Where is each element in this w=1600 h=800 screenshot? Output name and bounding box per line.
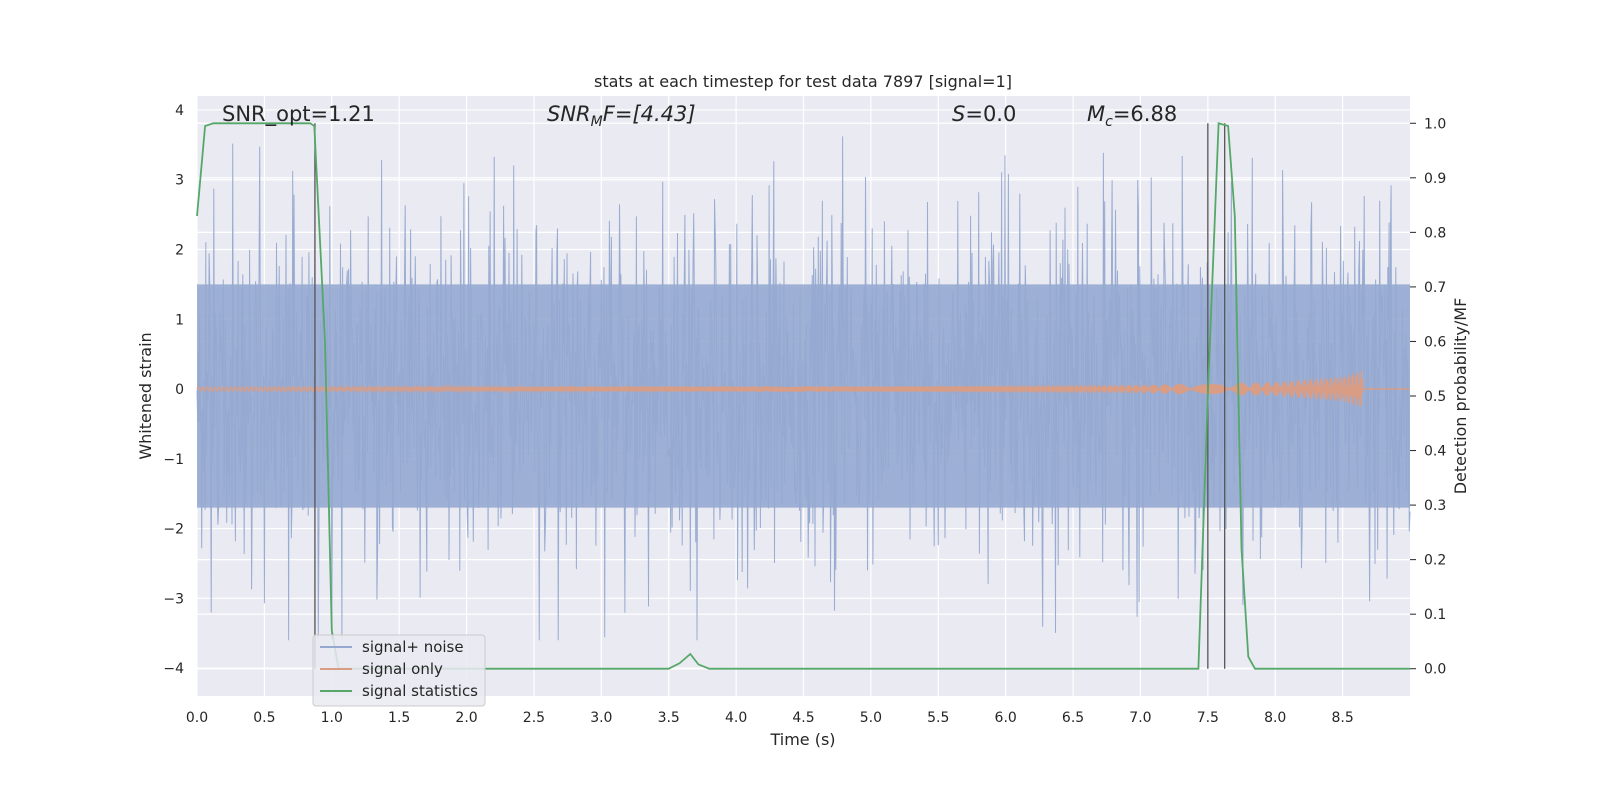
- signal-only-line: [196, 370, 1364, 408]
- mc-subscript: c: [1105, 114, 1113, 130]
- x-tick-label: 1.5: [388, 710, 410, 726]
- x-tick-label: 3.5: [658, 710, 680, 726]
- x-tick-label: 7.0: [1129, 710, 1151, 726]
- mc-label: M: [1087, 102, 1105, 126]
- x-tick-label: 8.0: [1264, 710, 1286, 726]
- left-tick-label: −1: [163, 452, 184, 468]
- mc-annotation: Mc=6.88: [1087, 102, 1177, 130]
- right-tick-label: 0.3: [1424, 498, 1446, 514]
- left-tick-label: 4: [175, 103, 184, 119]
- snr-mf-rest: F=[4.43]: [603, 102, 696, 126]
- left-tick-label: 2: [175, 242, 184, 258]
- left-tick-label: −4: [163, 661, 184, 677]
- mc-value: =6.88: [1113, 102, 1177, 126]
- right-tick-label: 0.1: [1424, 607, 1446, 623]
- x-tick-label: 5.0: [860, 710, 882, 726]
- x-tick-label: 0.5: [253, 710, 275, 726]
- s-annotation: S=0.0: [952, 102, 1016, 126]
- signal-noise-core-band: [197, 284, 1410, 508]
- x-tick-label: 4.0: [725, 710, 747, 726]
- s-label: S: [952, 102, 965, 126]
- x-tick-label: 0.0: [186, 710, 208, 726]
- x-tick-label: 2.0: [455, 710, 477, 726]
- x-tick-label: 6.5: [1062, 710, 1084, 726]
- right-tick-label: 0.4: [1424, 444, 1446, 460]
- x-tick-label: 1.0: [321, 710, 343, 726]
- snr-mf-main: SNR: [547, 102, 591, 126]
- right-tick-label: 0.6: [1424, 334, 1446, 350]
- signal-statistics-line: [196, 122, 1410, 670]
- snr-opt-annotation: SNR_opt=1.21: [222, 102, 375, 127]
- x-tick-label: 8.5: [1331, 710, 1353, 726]
- left-axis-label: Whitened strain: [136, 332, 155, 459]
- left-tick-label: 1: [175, 312, 184, 328]
- x-tick-label: 4.5: [792, 710, 814, 726]
- right-axis-ticks: 1.0 0.9 0.8 0.7 0.6 0.5 0.4 0.3 0.2 0.1 0.0: [1410, 116, 1446, 678]
- signal-statistics-series: [196, 122, 1410, 670]
- right-tick-label: 0.5: [1424, 389, 1446, 405]
- right-tick-label: 0.2: [1424, 553, 1446, 569]
- right-tick-label: 0.9: [1424, 171, 1446, 187]
- snr-mf-subscript: M: [591, 114, 603, 130]
- x-tick-label: 6.0: [995, 710, 1017, 726]
- x-tick-label: 3.0: [590, 710, 612, 726]
- x-tick-label: 5.5: [927, 710, 949, 726]
- s-value: =0.0: [965, 102, 1016, 126]
- x-axis-ticks: 0.0 0.5 1.0 1.5 2.0 2.5 3.0 3.5 4.0 4.5 5.0 5.5 6.0 6…: [186, 710, 1354, 726]
- left-tick-label: 0: [175, 382, 184, 398]
- snr-mf-annotation: SNRMF=[4.43]: [547, 102, 696, 130]
- legend-box: [312, 634, 486, 707]
- legend-label-signal-only: signal only: [362, 660, 443, 678]
- left-tick-label: 3: [175, 173, 184, 189]
- legend-label-signal-statistics: signal statistics: [362, 682, 478, 700]
- x-tick-label: 7.5: [1197, 710, 1219, 726]
- legend: signal+ noise signal only signal statist…: [312, 634, 486, 707]
- left-tick-label: −2: [163, 522, 184, 538]
- x-tick-label: 2.5: [523, 710, 545, 726]
- legend-label-signal-noise: signal+ noise: [362, 638, 464, 656]
- chart-title: stats at each timestep for test data 789…: [594, 72, 1012, 91]
- signal-only-series: [196, 370, 1410, 408]
- right-tick-label: 0.7: [1424, 280, 1446, 296]
- right-axis-label: Detection probability/MF: [1451, 298, 1470, 495]
- x-axis-label: Time (s): [769, 730, 835, 749]
- left-axis-ticks: 4 3 2 1 0 −1 −2 −3 −4: [163, 103, 184, 677]
- right-tick-label: 1.0: [1424, 116, 1446, 132]
- right-tick-label: 0.8: [1424, 225, 1446, 241]
- right-tick-label: 0.0: [1424, 662, 1446, 678]
- left-tick-label: −3: [163, 591, 184, 607]
